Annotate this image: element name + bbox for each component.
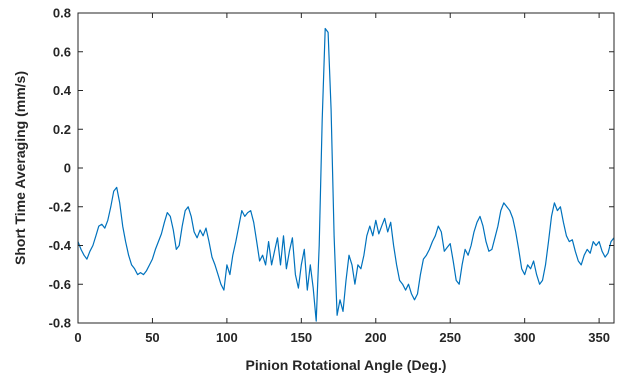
y-tick-label: 0.6 <box>53 44 71 59</box>
y-axis-ticks: 0.8 0.6 0.4 0.2 0 -0.2 -0.4 -0.6 -0.8 <box>49 6 614 331</box>
x-tick-label: 50 <box>145 330 159 345</box>
x-tick-label: 250 <box>439 330 461 345</box>
plot-area <box>78 13 614 323</box>
x-tick-label: 350 <box>588 330 610 345</box>
y-tick-label: 0 <box>64 161 71 176</box>
series-line <box>77 27 615 322</box>
x-tick-label: 150 <box>290 330 312 345</box>
x-axis-label: Pinion Rotational Angle (Deg.) <box>246 357 447 373</box>
y-tick-label: 0.8 <box>53 6 71 21</box>
y-tick-label: 0.2 <box>53 122 71 137</box>
x-tick-label: 0 <box>74 330 81 345</box>
y-tick-label: -0.6 <box>49 277 71 292</box>
y-axis-label: Short Time Averaging (mm/s) <box>12 71 28 265</box>
x-tick-label: 200 <box>365 330 387 345</box>
x-axis-ticks: 0 50 100 150 200 250 300 350 <box>74 13 610 345</box>
x-tick-label: 100 <box>216 330 238 345</box>
y-tick-label: -0.4 <box>49 238 72 253</box>
x-tick-label: 300 <box>514 330 536 345</box>
y-tick-label: -0.2 <box>49 199 71 214</box>
y-tick-label: 0.4 <box>53 83 72 98</box>
y-tick-label: -0.8 <box>49 316 71 331</box>
